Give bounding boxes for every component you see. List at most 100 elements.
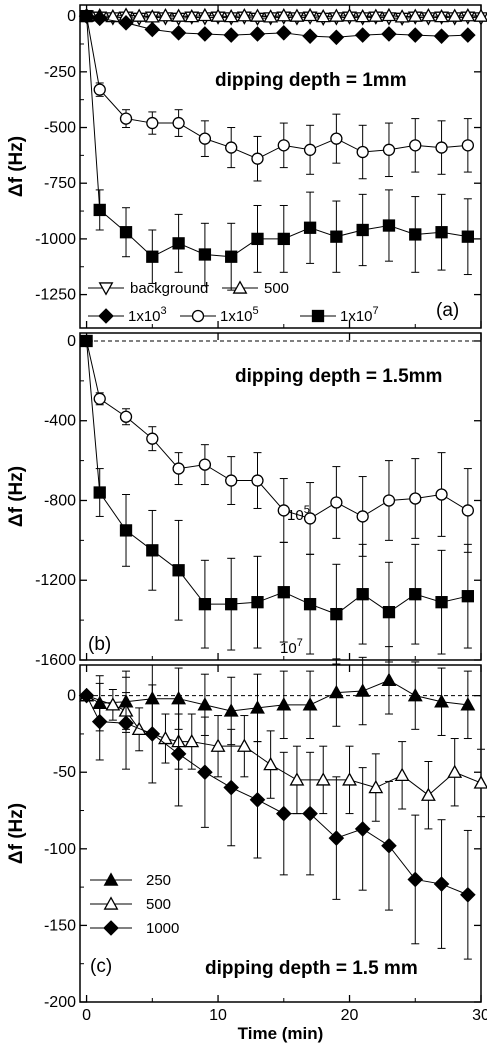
series-1000 [78, 676, 476, 960]
data-point [80, 334, 93, 348]
data-point [315, 8, 331, 23]
data-point [473, 8, 487, 22]
data-point [198, 598, 212, 611]
data-point [276, 697, 292, 711]
data-point [330, 132, 343, 145]
data-point [330, 496, 343, 509]
y-tick-label: -750 [44, 175, 76, 192]
data-point [394, 9, 410, 23]
legend-label: 1000 [146, 920, 179, 937]
legend-label: 1x103 [128, 305, 167, 325]
legend-marker [311, 309, 325, 323]
data-point [303, 221, 317, 234]
data-point [144, 726, 161, 742]
data-point [433, 876, 450, 892]
data-point [328, 684, 344, 699]
data-point [197, 697, 213, 711]
series-line [86, 16, 468, 160]
y-tick-label: -200 [44, 994, 76, 1011]
data-point [330, 230, 343, 243]
y-tick-label: -1200 [35, 572, 76, 589]
data-point [225, 474, 238, 487]
data-point [394, 767, 410, 782]
dipping-depth-annotation: dipping depth = 1.5mm [235, 366, 442, 387]
panel-3: 0 -50 -100 -150 -200 0 10 20 30 Δf (Hz) Time (min)… [6, 646, 487, 1043]
legend-marker [98, 282, 114, 296]
data-point [356, 145, 369, 159]
legend-marker [191, 309, 205, 323]
data-point [302, 697, 318, 711]
plot-frame [79, 332, 482, 661]
series-500 [79, 687, 487, 830]
y-tick-label: -1000 [35, 231, 76, 248]
series-line [86, 695, 469, 896]
y-axis-label: Δf (Hz) [6, 466, 27, 527]
data-point [328, 29, 345, 46]
data-point [171, 8, 187, 22]
data-point [461, 139, 475, 152]
data-point [251, 232, 264, 246]
y-tick-label: -500 [44, 120, 76, 137]
data-point [158, 730, 173, 745]
legend-label: 500 [146, 896, 171, 913]
y-tick-label: -1600 [35, 652, 76, 669]
data-point [355, 683, 371, 697]
data-point [460, 27, 476, 43]
y-tick-label: -800 [44, 492, 76, 509]
legend-marker [98, 308, 114, 324]
data-point [172, 564, 185, 577]
data-point [382, 143, 396, 156]
data-point [275, 805, 292, 822]
data-point [368, 8, 384, 22]
data-point [251, 152, 264, 165]
data-point [170, 25, 187, 41]
legend: 250 500 1000 [90, 872, 179, 937]
data-point [409, 228, 422, 241]
data-point [146, 432, 159, 445]
data-point [170, 746, 187, 762]
data-point [435, 141, 448, 154]
x-tick-label: 20 [341, 1007, 359, 1024]
data-point [460, 8, 476, 22]
data-point [381, 837, 397, 854]
data-point [78, 687, 95, 704]
data-point [433, 28, 450, 44]
data-point [435, 488, 448, 501]
data-point [473, 775, 487, 789]
data-point [354, 27, 371, 43]
y-tick-label: -400 [44, 413, 76, 430]
x-tick-label: 10 [209, 1007, 227, 1024]
legend-label: 500 [264, 280, 289, 297]
data-point [381, 26, 397, 42]
series-500 [79, 7, 487, 23]
data-point [93, 203, 106, 217]
series-line [86, 340, 468, 615]
data-point [146, 250, 159, 263]
data-point [275, 25, 292, 41]
data-point [328, 830, 345, 846]
data-point [303, 512, 317, 525]
data-point [382, 605, 396, 619]
data-point [223, 27, 239, 43]
data-point [330, 607, 343, 621]
data-point [146, 544, 159, 557]
data-point [249, 26, 266, 42]
legend-label: 1x105 [220, 305, 259, 325]
data-point [461, 230, 475, 243]
data-point [409, 588, 422, 601]
data-point [91, 713, 108, 730]
y-tick-label: -250 [44, 64, 76, 81]
data-point [289, 772, 305, 786]
data-point [93, 392, 106, 405]
legend-marker [103, 896, 119, 910]
data-point [277, 504, 290, 517]
data-point [172, 237, 185, 250]
data-point [328, 8, 344, 22]
data-point [197, 764, 213, 781]
y-tick-label: -100 [44, 841, 76, 858]
panel-label: (c) [90, 956, 112, 977]
legend-marker [232, 280, 248, 294]
data-point [277, 232, 290, 246]
y-tick-label: -1250 [35, 287, 76, 304]
